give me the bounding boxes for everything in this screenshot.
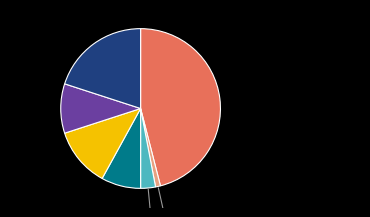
Wedge shape: [141, 108, 161, 187]
Wedge shape: [65, 108, 141, 178]
Wedge shape: [141, 108, 155, 188]
Wedge shape: [61, 84, 141, 133]
Wedge shape: [141, 29, 221, 186]
Wedge shape: [102, 108, 141, 188]
Wedge shape: [65, 29, 141, 108]
